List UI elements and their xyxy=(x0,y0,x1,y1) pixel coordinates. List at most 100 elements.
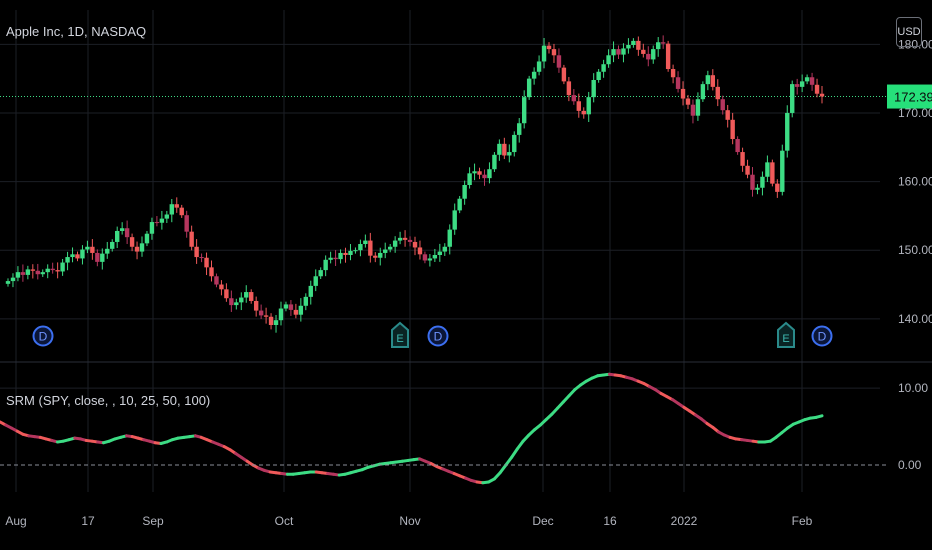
candle-body xyxy=(521,97,527,124)
candle-body xyxy=(482,174,487,179)
last-price-value: 172.39 xyxy=(894,90,932,105)
last-price-badge-bg xyxy=(887,84,932,109)
candle-body xyxy=(194,246,199,258)
candle-body xyxy=(646,53,651,60)
candle-body xyxy=(219,284,224,290)
srm-oscillator-series xyxy=(0,372,824,485)
candle-body xyxy=(95,252,100,262)
candle-body xyxy=(149,222,155,234)
dividend-marker-circle xyxy=(811,325,833,347)
price-tick-label: 160.00 xyxy=(898,175,932,189)
price-tick-label: 180.00 xyxy=(898,37,932,51)
candle-body xyxy=(15,272,21,278)
candle-body xyxy=(700,84,706,100)
candle-body xyxy=(65,257,70,263)
candle-body xyxy=(234,302,239,306)
candle-body xyxy=(378,252,383,258)
earnings-marker-glyph: E xyxy=(782,333,789,345)
candle-body xyxy=(174,204,179,208)
candle-body xyxy=(55,270,60,272)
candle-body xyxy=(665,43,671,70)
candle-body xyxy=(472,171,477,174)
candle-body xyxy=(110,241,115,249)
candle-body xyxy=(368,240,373,256)
oscillator-axis[interactable]: 0.00 10.00 xyxy=(898,381,928,472)
dividend-marker: D xyxy=(32,325,54,347)
candle-body xyxy=(119,228,125,231)
candle-body xyxy=(169,204,174,215)
indicator-label[interactable]: SRM (SPY, close, , 10, 25, 50, 100) xyxy=(6,393,210,408)
candle-body xyxy=(794,84,800,87)
candle-body xyxy=(611,49,616,56)
candle-body xyxy=(25,269,31,275)
candle-body xyxy=(159,218,165,223)
dividend-marker-glyph: D xyxy=(39,330,48,344)
candle-body xyxy=(124,228,130,238)
time-axis[interactable]: Aug 17 Sep Oct Nov Dec 16 2022 Feb xyxy=(5,514,812,528)
candle-body xyxy=(273,320,279,325)
candle-body xyxy=(358,244,363,251)
candle-body xyxy=(497,143,502,155)
time-tick-label: Aug xyxy=(5,514,26,528)
candle-body xyxy=(670,69,676,78)
candle-body xyxy=(715,86,720,100)
candle-body xyxy=(725,110,730,120)
candle-body xyxy=(244,292,249,298)
candle-body xyxy=(695,99,701,116)
candle-body xyxy=(70,254,75,258)
candle-body xyxy=(40,272,45,275)
price-axis[interactable]: 140.00 150.00 160.00 170.00 180.00 xyxy=(898,37,932,326)
currency-button[interactable]: USD xyxy=(896,17,922,47)
candle-body xyxy=(626,45,631,49)
candle-body xyxy=(720,99,725,111)
candle-body xyxy=(621,48,626,55)
candle-body xyxy=(154,222,160,224)
candle-body xyxy=(179,207,184,216)
candle-body xyxy=(750,174,755,190)
candle-body xyxy=(492,154,497,170)
candle-body xyxy=(487,169,492,179)
srm-line-segment xyxy=(504,455,514,467)
candle-body xyxy=(75,254,80,259)
candle-body xyxy=(308,285,313,297)
candle-body xyxy=(328,257,333,260)
time-tick-label: Dec xyxy=(532,514,553,528)
candle-body xyxy=(338,252,343,260)
candle-body xyxy=(397,237,403,241)
candle-body xyxy=(333,257,338,260)
candle-body xyxy=(541,45,547,62)
candle-body xyxy=(660,42,666,44)
candle-body xyxy=(735,139,740,153)
candle-body xyxy=(224,289,229,299)
candle-body xyxy=(561,67,567,82)
srm-line-segment xyxy=(814,414,824,419)
candle-body xyxy=(531,71,537,79)
srm-line-segment xyxy=(498,463,508,475)
candle-body xyxy=(353,250,358,252)
candle-body xyxy=(656,42,661,50)
candle-body xyxy=(263,315,269,317)
candle-body xyxy=(536,61,542,72)
candle-body xyxy=(10,277,16,282)
candle-body xyxy=(239,297,244,303)
candle-body xyxy=(80,249,85,259)
symbol-title[interactable]: Apple Inc, 1D, NASDAQ xyxy=(6,24,146,39)
candle-body xyxy=(571,95,577,102)
time-tick-label: Oct xyxy=(275,514,294,528)
candle-body xyxy=(457,198,462,211)
candle-body xyxy=(85,246,90,250)
candle-body xyxy=(819,93,825,97)
candle-body xyxy=(134,246,140,252)
candle-body xyxy=(651,49,656,60)
earnings-marker: E xyxy=(777,321,795,348)
candle-body xyxy=(705,75,711,85)
osc-tick-label: 0.00 xyxy=(898,458,922,472)
candle-body xyxy=(760,176,765,188)
candle-body xyxy=(278,308,284,321)
candle-body xyxy=(581,110,586,115)
candle-body xyxy=(790,84,795,113)
dividend-marker-glyph: D xyxy=(818,330,827,344)
time-tick-label: Nov xyxy=(399,514,420,528)
candle-body xyxy=(502,143,507,156)
